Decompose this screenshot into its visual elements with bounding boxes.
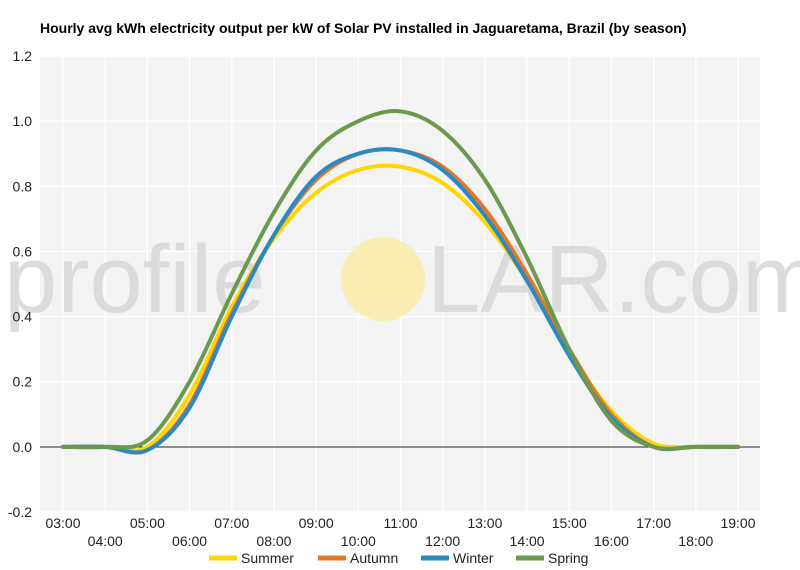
x-tick-label: 16:00 <box>594 533 629 549</box>
y-tick-label: 0.4 <box>13 309 33 325</box>
legend-label-spring: Spring <box>548 550 588 566</box>
y-tick-label: 0.2 <box>13 374 33 390</box>
x-tick-label: 13:00 <box>467 515 502 531</box>
x-tick-label: 12:00 <box>425 533 460 549</box>
y-tick-label: 0.0 <box>13 439 33 455</box>
series <box>61 109 740 455</box>
legend-label-autumn: Autumn <box>350 550 398 566</box>
x-tick-label: 19:00 <box>720 515 755 531</box>
legend-label-winter: Winter <box>453 550 494 566</box>
series-line-spring <box>61 109 740 451</box>
x-tick-label: 08:00 <box>256 533 291 549</box>
watermark-text-right: LAR.com <box>427 226 800 333</box>
series-line-summer <box>61 163 740 453</box>
x-tick-label: 07:00 <box>214 515 249 531</box>
x-tick-label: 14:00 <box>510 533 545 549</box>
y-tick-label: -0.2 <box>8 504 32 520</box>
y-tick-label: 0.6 <box>13 243 33 259</box>
legend-label-summer: Summer <box>241 550 294 566</box>
watermark: profile LAR.com <box>4 226 800 333</box>
x-tick-label: 06:00 <box>172 533 207 549</box>
x-tick-label: 11:00 <box>384 515 418 531</box>
x-tick-label: 17:00 <box>636 515 671 531</box>
y-tick-label: 1.0 <box>13 113 33 129</box>
x-tick-label: 05:00 <box>130 515 165 531</box>
series-line-winter <box>61 147 740 455</box>
chart-title: Hourly avg kWh electricity output per kW… <box>40 20 687 36</box>
watermark-sun-icon <box>341 237 425 321</box>
x-tick-label: 04:00 <box>88 533 123 549</box>
y-tick-label: 1.2 <box>13 48 33 64</box>
grid <box>40 55 760 513</box>
legend: Summer Autumn Winter Spring <box>209 550 588 566</box>
x-tick-label: 18:00 <box>678 533 713 549</box>
x-tick-label: 03:00 <box>45 515 80 531</box>
axes: -0.2 0.0 0.2 0.4 0.6 0.8 1.0 1.2 03:00 04:00 05:00… <box>8 48 756 549</box>
x-tick-label: 15:00 <box>552 515 587 531</box>
x-tick-label: 09:00 <box>299 515 334 531</box>
x-tick-label: 10:00 <box>341 533 376 549</box>
y-tick-label: 0.8 <box>13 178 33 194</box>
